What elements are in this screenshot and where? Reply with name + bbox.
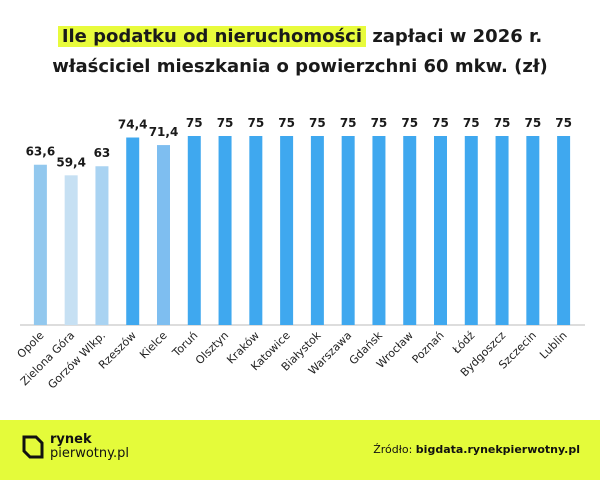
title-rest: zapłaci w 2026 r. xyxy=(372,26,543,47)
value-label: 75 xyxy=(278,116,295,130)
x-tick-label: Poznań xyxy=(410,329,447,366)
footer: rynek pierwotny.pl Źródło: bigdata.rynekp… xyxy=(0,420,600,480)
logo-icon xyxy=(22,435,44,459)
title-highlight: Ile podatku od nieruchomości xyxy=(57,26,367,47)
x-tick-label: Łódź xyxy=(449,329,477,357)
value-label: 75 xyxy=(432,116,449,130)
value-label: 75 xyxy=(463,116,480,130)
bar xyxy=(218,136,232,325)
chart-title: Ile podatku od nieruchomości zapłaci w 2… xyxy=(0,22,600,82)
logo-line: pierwotny.pl xyxy=(50,446,129,461)
source: Źródło: bigdata.rynekpierwotny.pl xyxy=(373,443,580,456)
value-label: 75 xyxy=(217,116,234,130)
bar xyxy=(280,136,294,325)
title-line: właściciel mieszkania o powierzchni 60 m… xyxy=(52,56,548,77)
value-label: 59,4 xyxy=(56,155,86,169)
bar xyxy=(126,137,140,325)
bar xyxy=(526,136,540,325)
source-label: Źródło: xyxy=(373,443,413,456)
value-label: 71,4 xyxy=(149,125,179,139)
logo: rynek pierwotny.pl xyxy=(22,433,129,461)
bar xyxy=(249,136,263,325)
value-label: 75 xyxy=(247,116,264,130)
value-label: 75 xyxy=(371,116,388,130)
value-label: 63 xyxy=(94,146,111,160)
source-value: bigdata.rynekpierwotny.pl xyxy=(415,443,580,456)
bar xyxy=(495,136,509,325)
bar xyxy=(187,136,201,325)
value-label: 75 xyxy=(401,116,418,130)
value-label: 75 xyxy=(494,116,511,130)
x-tick-label: Lublin xyxy=(537,329,570,362)
bar xyxy=(33,164,47,325)
value-label: 75 xyxy=(186,116,203,130)
value-label: 74,4 xyxy=(118,118,148,132)
logo-line: rynek xyxy=(50,432,92,447)
bar xyxy=(310,136,324,325)
bar xyxy=(64,175,78,325)
bar xyxy=(157,145,170,325)
value-label: 75 xyxy=(340,116,357,130)
value-label: 63,6 xyxy=(26,145,56,159)
x-tick-label: Kielce xyxy=(137,329,170,362)
bar xyxy=(341,136,355,325)
value-label: 75 xyxy=(309,116,326,130)
bar xyxy=(95,166,109,325)
bar xyxy=(464,136,478,325)
value-label: 75 xyxy=(555,116,572,130)
bar xyxy=(434,136,447,325)
bar xyxy=(372,136,386,325)
x-tick-label: Olsztyn xyxy=(193,329,231,367)
bar xyxy=(557,136,571,325)
bar xyxy=(403,136,417,325)
value-label: 75 xyxy=(524,116,541,130)
